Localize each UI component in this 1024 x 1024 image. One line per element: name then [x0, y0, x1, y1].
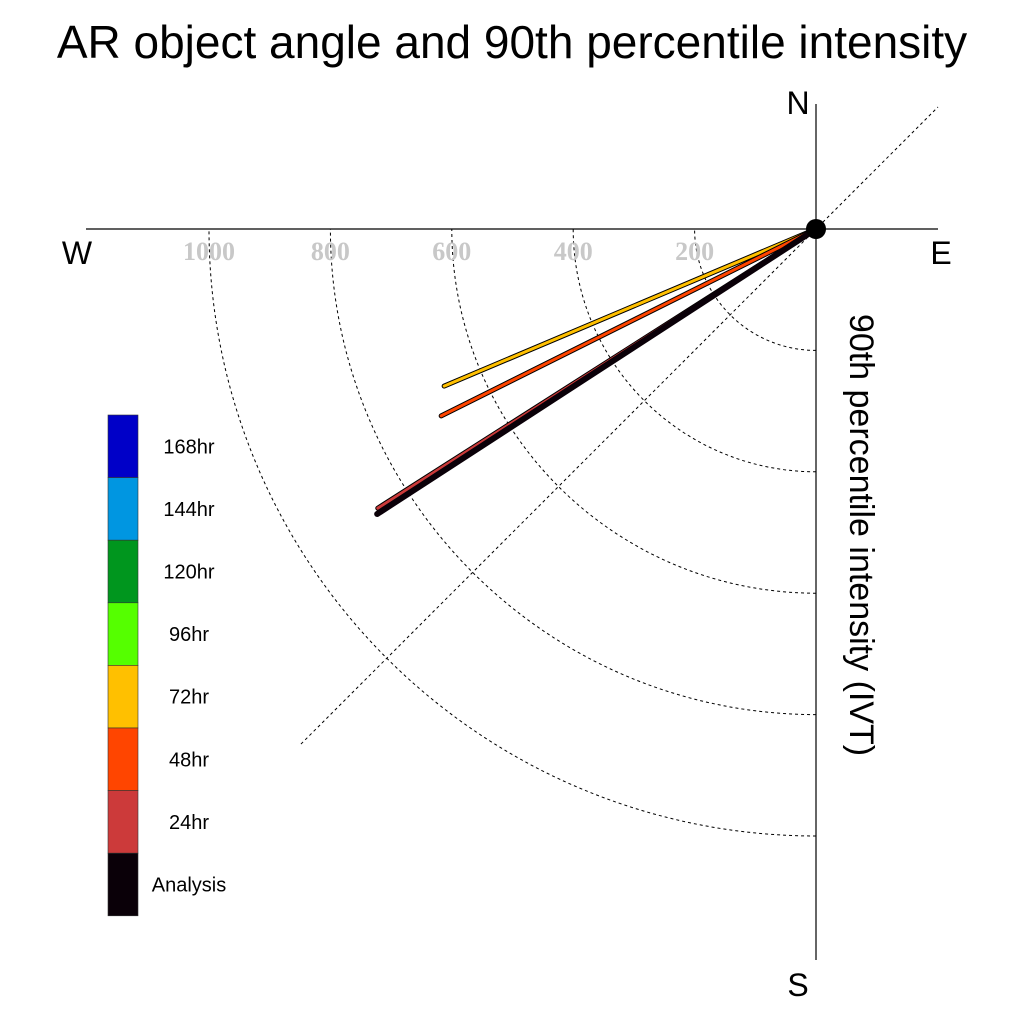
- grid-diagonal: [300, 106, 939, 745]
- vector-analysis: [374, 226, 819, 517]
- legend-swatch-168hr: [107, 414, 139, 478]
- legend-swatch-144hr: [107, 477, 139, 541]
- radial-tick-200: 200: [675, 237, 714, 266]
- compass-north-label: N: [786, 85, 809, 121]
- legend-swatch-72hr: [107, 665, 139, 729]
- radial-tick-800: 800: [311, 237, 350, 266]
- radial-tick-1000: 1000: [183, 237, 235, 266]
- legend-label-120hr: 120hr: [163, 562, 214, 584]
- legend-swatch-48hr: [107, 727, 139, 791]
- legend-swatch-120hr: [107, 539, 139, 604]
- grid-ring-400: [572, 228, 817, 473]
- chart-title: AR object angle and 90th percentile inte…: [57, 16, 967, 68]
- radial-tick-400: 400: [554, 237, 593, 266]
- grid-ring-800: [329, 228, 817, 716]
- legend: 168hr 144hr 120hr 96hr 72hr 48hr 24hr Analysis: [107, 414, 226, 917]
- grid-ring-200: [694, 228, 817, 351]
- radial-tick-labels: 1000 800 600 400 200: [183, 237, 714, 266]
- legend-label-96hr: 96hr: [169, 624, 209, 646]
- vector-72hr: [442, 227, 818, 388]
- legend-label-48hr: 48hr: [169, 749, 209, 771]
- legend-label-24hr: 24hr: [169, 812, 209, 834]
- compass-east-label: E: [930, 235, 951, 271]
- axes: [86, 104, 938, 960]
- grid-ring-600: [451, 228, 817, 594]
- vector-48hr: [439, 227, 818, 418]
- grid: [208, 106, 939, 837]
- legend-swatch-24hr: [107, 790, 139, 854]
- legend-label-Analysis: Analysis: [152, 875, 226, 897]
- legend-label-72hr: 72hr: [169, 687, 209, 709]
- legend-swatch-Analysis: [107, 852, 139, 917]
- radial-tick-600: 600: [432, 237, 471, 266]
- compass-south-label: S: [787, 967, 808, 1003]
- legend-label-168hr: 168hr: [163, 436, 214, 458]
- series-vectors: [374, 226, 819, 517]
- legend-swatch-96hr: [107, 602, 139, 666]
- origin-marker: [806, 219, 826, 239]
- grid-ring-1000: [208, 228, 817, 837]
- legend-label-144hr: 144hr: [163, 499, 214, 521]
- y-axis-label: 90th percentile intensity (IVT): [842, 314, 880, 756]
- compass-west-label: W: [62, 235, 93, 271]
